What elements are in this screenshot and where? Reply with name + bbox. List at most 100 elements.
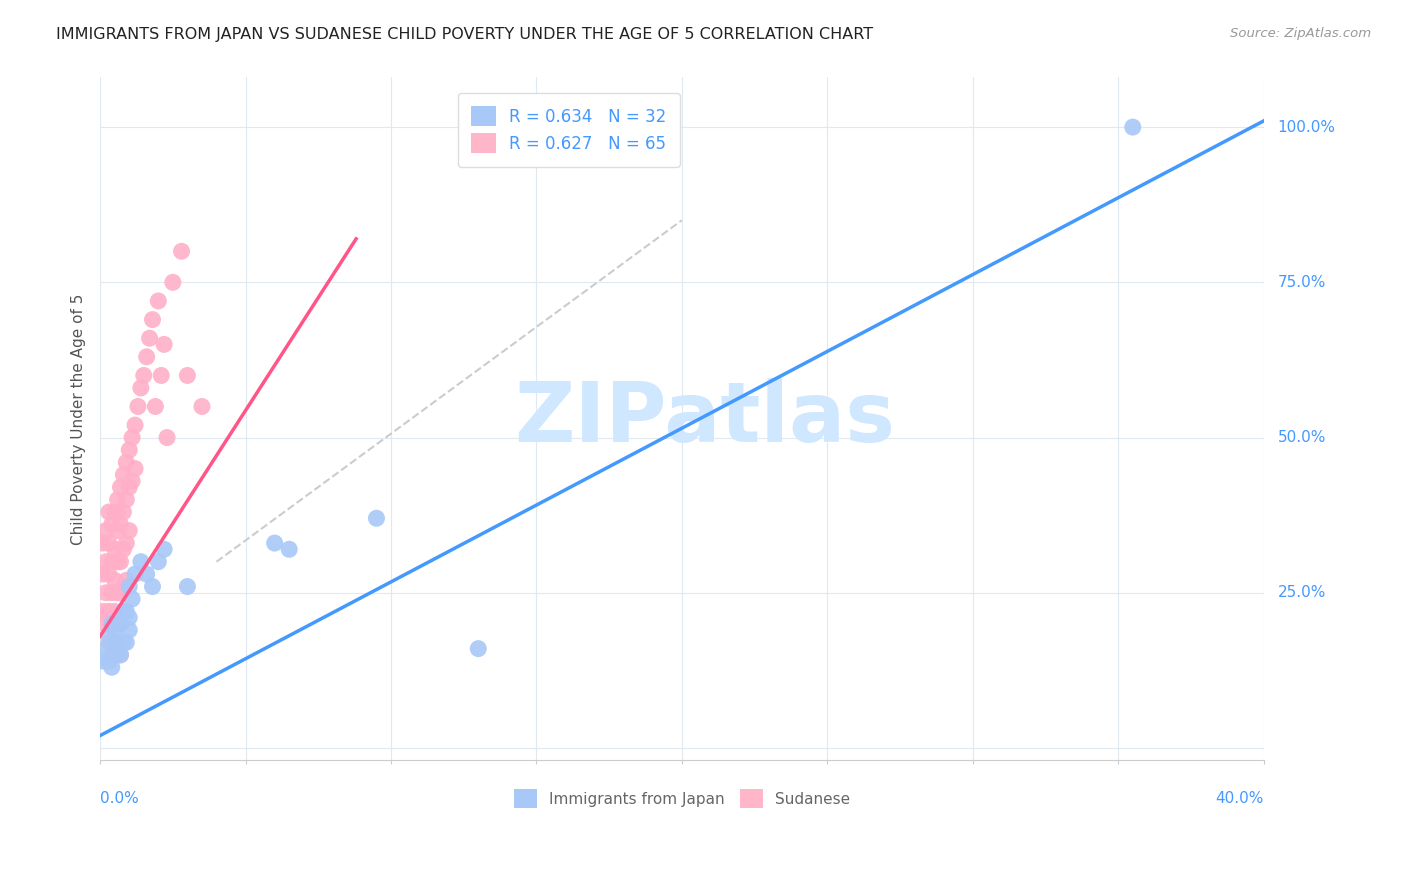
Text: 40.0%: 40.0% xyxy=(1215,791,1264,806)
Point xyxy=(1122,120,1144,134)
Point xyxy=(100,616,122,631)
Point xyxy=(153,542,176,557)
Point xyxy=(115,536,138,550)
Point xyxy=(118,610,141,624)
Point xyxy=(94,524,117,538)
Point xyxy=(94,555,117,569)
Point xyxy=(107,586,129,600)
Point xyxy=(112,604,135,618)
Y-axis label: Child Poverty Under the Age of 5: Child Poverty Under the Age of 5 xyxy=(72,293,86,545)
Point xyxy=(156,431,179,445)
Legend: Immigrants from Japan, Sudanese: Immigrants from Japan, Sudanese xyxy=(508,783,856,814)
Text: 0.0%: 0.0% xyxy=(100,791,139,806)
Point xyxy=(97,635,120,649)
Point xyxy=(148,293,170,308)
Point xyxy=(110,480,132,494)
Point xyxy=(112,505,135,519)
Point xyxy=(107,648,129,662)
Text: 100.0%: 100.0% xyxy=(1278,120,1336,135)
Text: 25.0%: 25.0% xyxy=(1278,585,1326,600)
Point xyxy=(132,368,155,383)
Point xyxy=(94,586,117,600)
Point xyxy=(148,555,170,569)
Point xyxy=(104,623,127,637)
Text: 75.0%: 75.0% xyxy=(1278,275,1326,290)
Point xyxy=(97,654,120,668)
Point xyxy=(110,616,132,631)
Point xyxy=(150,368,173,383)
Point xyxy=(145,400,167,414)
Point xyxy=(107,505,129,519)
Point xyxy=(118,623,141,637)
Text: ZIPatlas: ZIPatlas xyxy=(515,378,896,459)
Point xyxy=(112,467,135,482)
Point xyxy=(107,555,129,569)
Point xyxy=(100,660,122,674)
Point xyxy=(112,635,135,649)
Text: 50.0%: 50.0% xyxy=(1278,430,1326,445)
Point xyxy=(100,616,122,631)
Point xyxy=(100,586,122,600)
Point xyxy=(107,648,129,662)
Point xyxy=(141,580,163,594)
Point xyxy=(91,536,114,550)
Point xyxy=(129,381,152,395)
Point xyxy=(135,350,157,364)
Point xyxy=(104,641,127,656)
Point xyxy=(110,586,132,600)
Point xyxy=(97,604,120,618)
Point xyxy=(104,542,127,557)
Point xyxy=(121,431,143,445)
Point xyxy=(118,580,141,594)
Point xyxy=(104,604,127,618)
Point xyxy=(141,312,163,326)
Point xyxy=(170,244,193,259)
Point xyxy=(97,536,120,550)
Point xyxy=(176,580,198,594)
Point xyxy=(278,542,301,557)
Point xyxy=(104,505,127,519)
Point xyxy=(100,648,122,662)
Point xyxy=(110,648,132,662)
Point xyxy=(115,455,138,469)
Point xyxy=(263,536,285,550)
Point xyxy=(91,654,114,668)
Point xyxy=(121,591,143,606)
Point xyxy=(124,461,146,475)
Point xyxy=(115,635,138,649)
Point xyxy=(118,524,141,538)
Point xyxy=(124,567,146,582)
Point xyxy=(127,400,149,414)
Point xyxy=(112,542,135,557)
Point xyxy=(467,641,489,656)
Point xyxy=(100,517,122,532)
Point xyxy=(97,567,120,582)
Point xyxy=(91,567,114,582)
Point xyxy=(110,648,132,662)
Text: Source: ZipAtlas.com: Source: ZipAtlas.com xyxy=(1230,27,1371,40)
Point xyxy=(138,331,160,345)
Point xyxy=(135,567,157,582)
Point xyxy=(107,616,129,631)
Point xyxy=(104,635,127,649)
Point xyxy=(191,400,214,414)
Point xyxy=(94,641,117,656)
Point xyxy=(153,337,176,351)
Point xyxy=(112,580,135,594)
Point xyxy=(97,629,120,643)
Point xyxy=(118,442,141,457)
Point xyxy=(118,480,141,494)
Point xyxy=(110,517,132,532)
Point xyxy=(115,492,138,507)
Point xyxy=(94,616,117,631)
Point xyxy=(366,511,388,525)
Point xyxy=(176,368,198,383)
Point xyxy=(115,604,138,618)
Point xyxy=(100,555,122,569)
Point xyxy=(162,276,184,290)
Point xyxy=(97,505,120,519)
Point xyxy=(107,524,129,538)
Point xyxy=(124,418,146,433)
Point xyxy=(91,604,114,618)
Point xyxy=(115,574,138,588)
